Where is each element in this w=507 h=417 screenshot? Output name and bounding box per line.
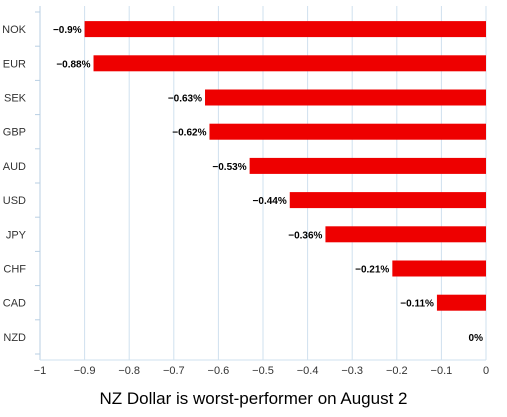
- category-label: CHF: [3, 264, 26, 276]
- bar: [249, 157, 486, 174]
- bars: [84, 21, 487, 311]
- x-tick-label: −0.9: [74, 365, 96, 377]
- x-tick-label: −0.3: [341, 365, 363, 377]
- bar: [289, 192, 486, 209]
- category-label: NOK: [2, 24, 27, 36]
- bar: [209, 123, 487, 140]
- x-axis-ticks: −1 −0.9 −0.8 −0.7 −0.6 −0.5 −0.4 −0.3 −0.2 −0.1 0: [34, 365, 489, 377]
- data-label: 0%: [469, 333, 484, 344]
- bar-chart: NOK EUR SEK GBP AUD USD JPY CHF CAD NZD −0.9% −0.8…: [2, 6, 489, 377]
- x-tick-label: −1: [34, 365, 47, 377]
- bar: [205, 89, 486, 106]
- category-label: USD: [3, 195, 26, 207]
- x-tick-label: 0: [483, 365, 489, 377]
- data-label: −0.44%: [253, 196, 287, 207]
- chart-title: NZ Dollar is worst-performer on August 2: [99, 389, 408, 408]
- data-labels: −0.9% −0.88% −0.63% −0.62% −0.53% −0.44% −0.36…: [53, 25, 483, 344]
- data-label: −0.53%: [212, 162, 246, 173]
- category-label: NZD: [3, 332, 26, 344]
- x-tick-label: −0.8: [118, 365, 140, 377]
- data-label: −0.63%: [168, 94, 202, 105]
- bar: [84, 21, 486, 38]
- x-tick-label: −0.2: [386, 365, 408, 377]
- data-label: −0.88%: [56, 59, 90, 70]
- category-label: EUR: [3, 58, 26, 70]
- bar: [436, 294, 486, 311]
- x-tick-label: −0.5: [252, 365, 274, 377]
- data-label: −0.62%: [172, 128, 206, 139]
- category-label: JPY: [6, 229, 27, 241]
- bar: [325, 226, 486, 243]
- data-label: −0.21%: [355, 265, 389, 276]
- bar: [93, 55, 487, 72]
- x-tick-label: −0.6: [208, 365, 230, 377]
- x-tick-label: −0.4: [297, 365, 319, 377]
- x-tick-label: −0.7: [163, 365, 185, 377]
- category-label: AUD: [3, 161, 26, 173]
- data-label: −0.9%: [53, 25, 82, 36]
- data-label: −0.11%: [400, 299, 434, 310]
- category-labels: NOK EUR SEK GBP AUD USD JPY CHF CAD NZD: [2, 24, 27, 344]
- category-label: CAD: [3, 298, 26, 310]
- bar: [392, 260, 486, 277]
- x-tick-label: −0.1: [431, 365, 453, 377]
- category-label: GBP: [3, 127, 26, 139]
- category-label: SEK: [4, 93, 27, 105]
- data-label: −0.36%: [288, 230, 322, 241]
